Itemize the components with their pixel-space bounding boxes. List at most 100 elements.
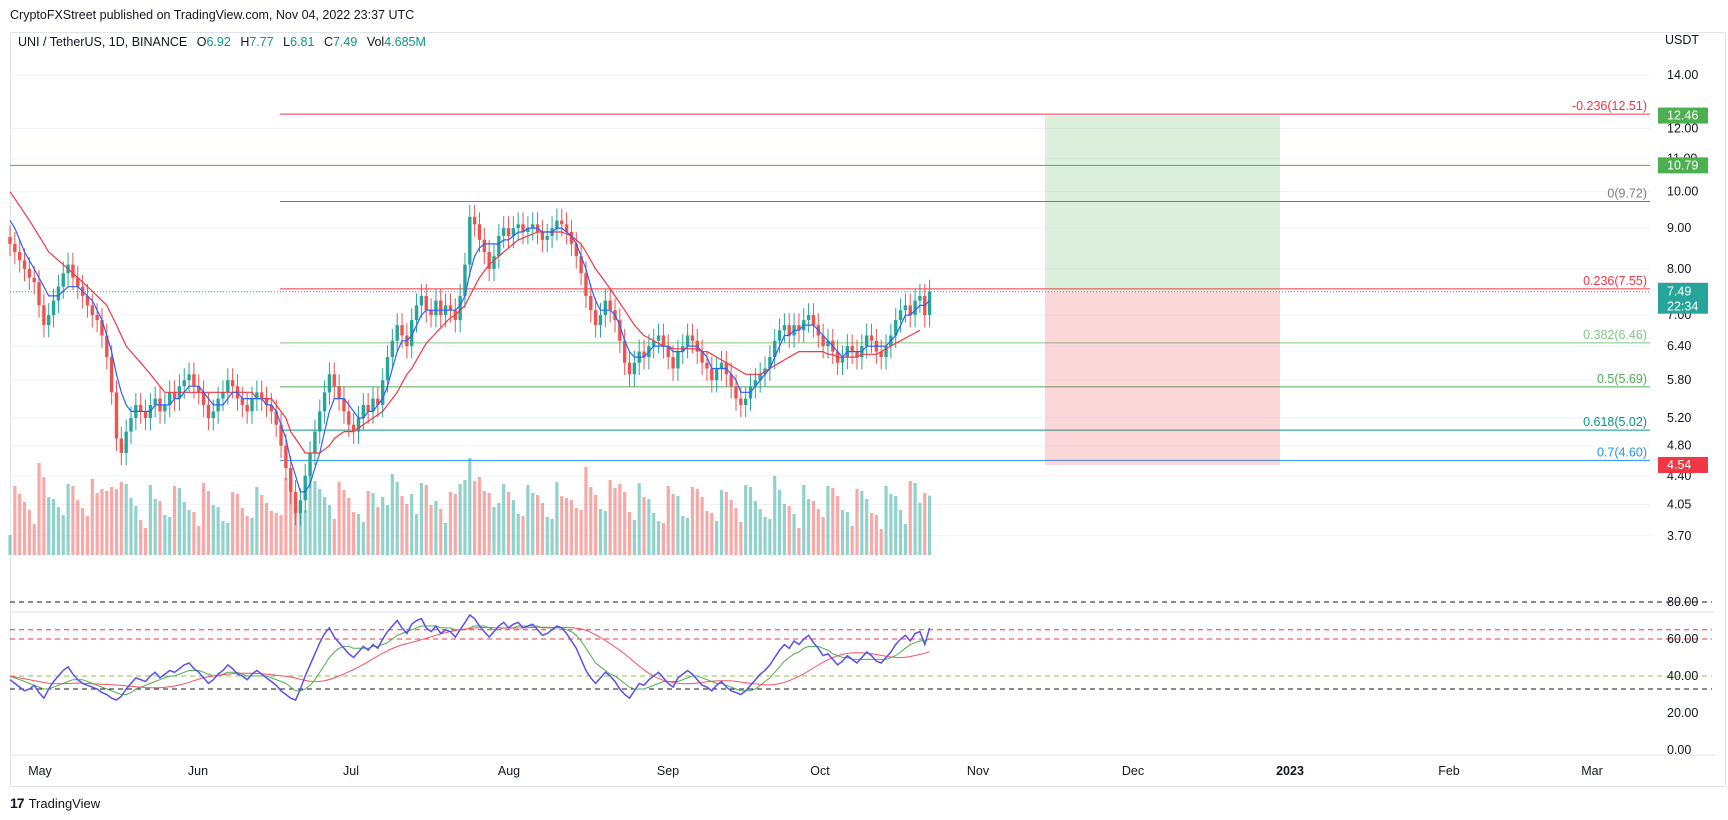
volume-bar xyxy=(206,491,211,555)
volume-bar xyxy=(119,482,123,555)
candle-body xyxy=(37,282,41,306)
candle-body xyxy=(259,392,264,399)
low-value: 6.81 xyxy=(290,35,315,49)
volume-bar xyxy=(90,479,94,555)
candle-body xyxy=(840,357,845,363)
volume-bar xyxy=(168,517,172,555)
candle-body xyxy=(226,380,230,393)
candle-body xyxy=(197,386,201,393)
candle-body xyxy=(274,411,278,425)
volume-bar xyxy=(802,485,806,555)
volume-bar xyxy=(666,486,670,555)
candle-body xyxy=(472,216,477,225)
price-tick-label: 6.40 xyxy=(1667,339,1691,353)
volume-bar xyxy=(497,503,501,555)
price-badge xyxy=(1658,456,1708,473)
volume-bar xyxy=(744,485,748,555)
volume-bar xyxy=(124,484,128,555)
candle-body xyxy=(90,305,94,316)
price-badge-label: 7.49 xyxy=(1667,285,1691,299)
candle-body xyxy=(463,264,467,296)
volume-bar xyxy=(763,517,767,555)
volume-bar xyxy=(100,489,104,555)
volume-bar xyxy=(463,480,467,555)
volume-bar xyxy=(898,510,903,555)
time-tick-label: Mar xyxy=(1581,764,1603,778)
volume-bar xyxy=(51,499,56,555)
volume-bar xyxy=(308,473,312,555)
volume-bar xyxy=(724,492,728,555)
volume-bar xyxy=(356,514,361,555)
candle-body xyxy=(332,374,336,387)
price-tick-label: 9.00 xyxy=(1667,221,1691,235)
volume-bar xyxy=(8,535,12,555)
price-tick-label: 3.70 xyxy=(1667,529,1691,543)
volume-bar xyxy=(836,496,840,555)
publisher-header: CryptoFXStreet published on TradingView.… xyxy=(10,8,415,22)
candle-body xyxy=(13,243,17,253)
volume-bar xyxy=(129,498,133,555)
candle-body xyxy=(903,305,908,311)
candle-body xyxy=(56,286,61,301)
candle-body xyxy=(264,398,269,405)
volume-bar xyxy=(313,481,317,555)
volume-bar xyxy=(114,489,119,555)
volume-bar xyxy=(816,509,820,555)
volume-bar xyxy=(531,493,535,555)
volume-bar xyxy=(148,485,152,555)
candle-body xyxy=(652,340,656,347)
volume-bar xyxy=(603,511,607,555)
volume-bar xyxy=(376,507,380,555)
tradingview-logo[interactable]: 17 TradingView xyxy=(10,795,100,811)
volume-bar xyxy=(182,502,186,555)
symbol-name[interactable]: UNI / TetherUS, 1D, BINANCE xyxy=(18,35,188,49)
volume-bar xyxy=(177,488,181,555)
volume-bar xyxy=(187,510,191,555)
rsi-ma-line xyxy=(9,625,930,695)
rsi-slow-ma-line xyxy=(9,626,930,689)
volume-bar xyxy=(535,495,540,555)
candle-body xyxy=(884,346,888,358)
candle-body xyxy=(318,411,322,432)
volume-bar xyxy=(782,504,786,555)
rsi-pane xyxy=(9,601,1712,701)
candle-body xyxy=(685,335,690,347)
candle-body xyxy=(531,224,535,229)
volume-bar xyxy=(231,492,235,555)
volume-bar xyxy=(226,523,230,555)
candle-body xyxy=(501,228,506,236)
candle-body xyxy=(419,295,424,306)
volume-bar xyxy=(797,528,801,555)
volume-bar xyxy=(777,490,782,555)
candle-body xyxy=(380,380,385,405)
rsi-tick-label: 0.00 xyxy=(1667,743,1691,757)
volume-bar xyxy=(613,488,617,555)
volume-bar xyxy=(323,497,327,555)
chart-panel[interactable] xyxy=(10,32,1726,787)
candle-body xyxy=(758,374,762,381)
candle-body xyxy=(855,351,859,358)
volume-bar xyxy=(400,496,404,555)
volume-bar xyxy=(511,500,515,555)
candle-body xyxy=(714,368,719,381)
candle-body xyxy=(913,300,917,316)
volume-bar xyxy=(589,487,593,555)
volume-bar xyxy=(642,497,646,555)
candle-body xyxy=(366,404,370,412)
candle-body xyxy=(516,224,520,229)
volume-bar xyxy=(71,486,75,555)
volume-bar xyxy=(656,521,661,555)
candle-body xyxy=(51,300,56,316)
rsi-line xyxy=(9,613,931,701)
candle-body xyxy=(894,320,898,336)
fib-label: 0.236(7.55) xyxy=(1583,274,1647,288)
candle-body xyxy=(400,325,404,336)
candle-body xyxy=(327,374,332,393)
volume-bar xyxy=(705,511,709,555)
volume-bar xyxy=(676,496,680,555)
close-label: C xyxy=(323,35,333,49)
time-tick-label: Nov xyxy=(967,764,990,778)
volume-bar xyxy=(381,497,385,555)
volume-label: Vol xyxy=(366,35,385,49)
